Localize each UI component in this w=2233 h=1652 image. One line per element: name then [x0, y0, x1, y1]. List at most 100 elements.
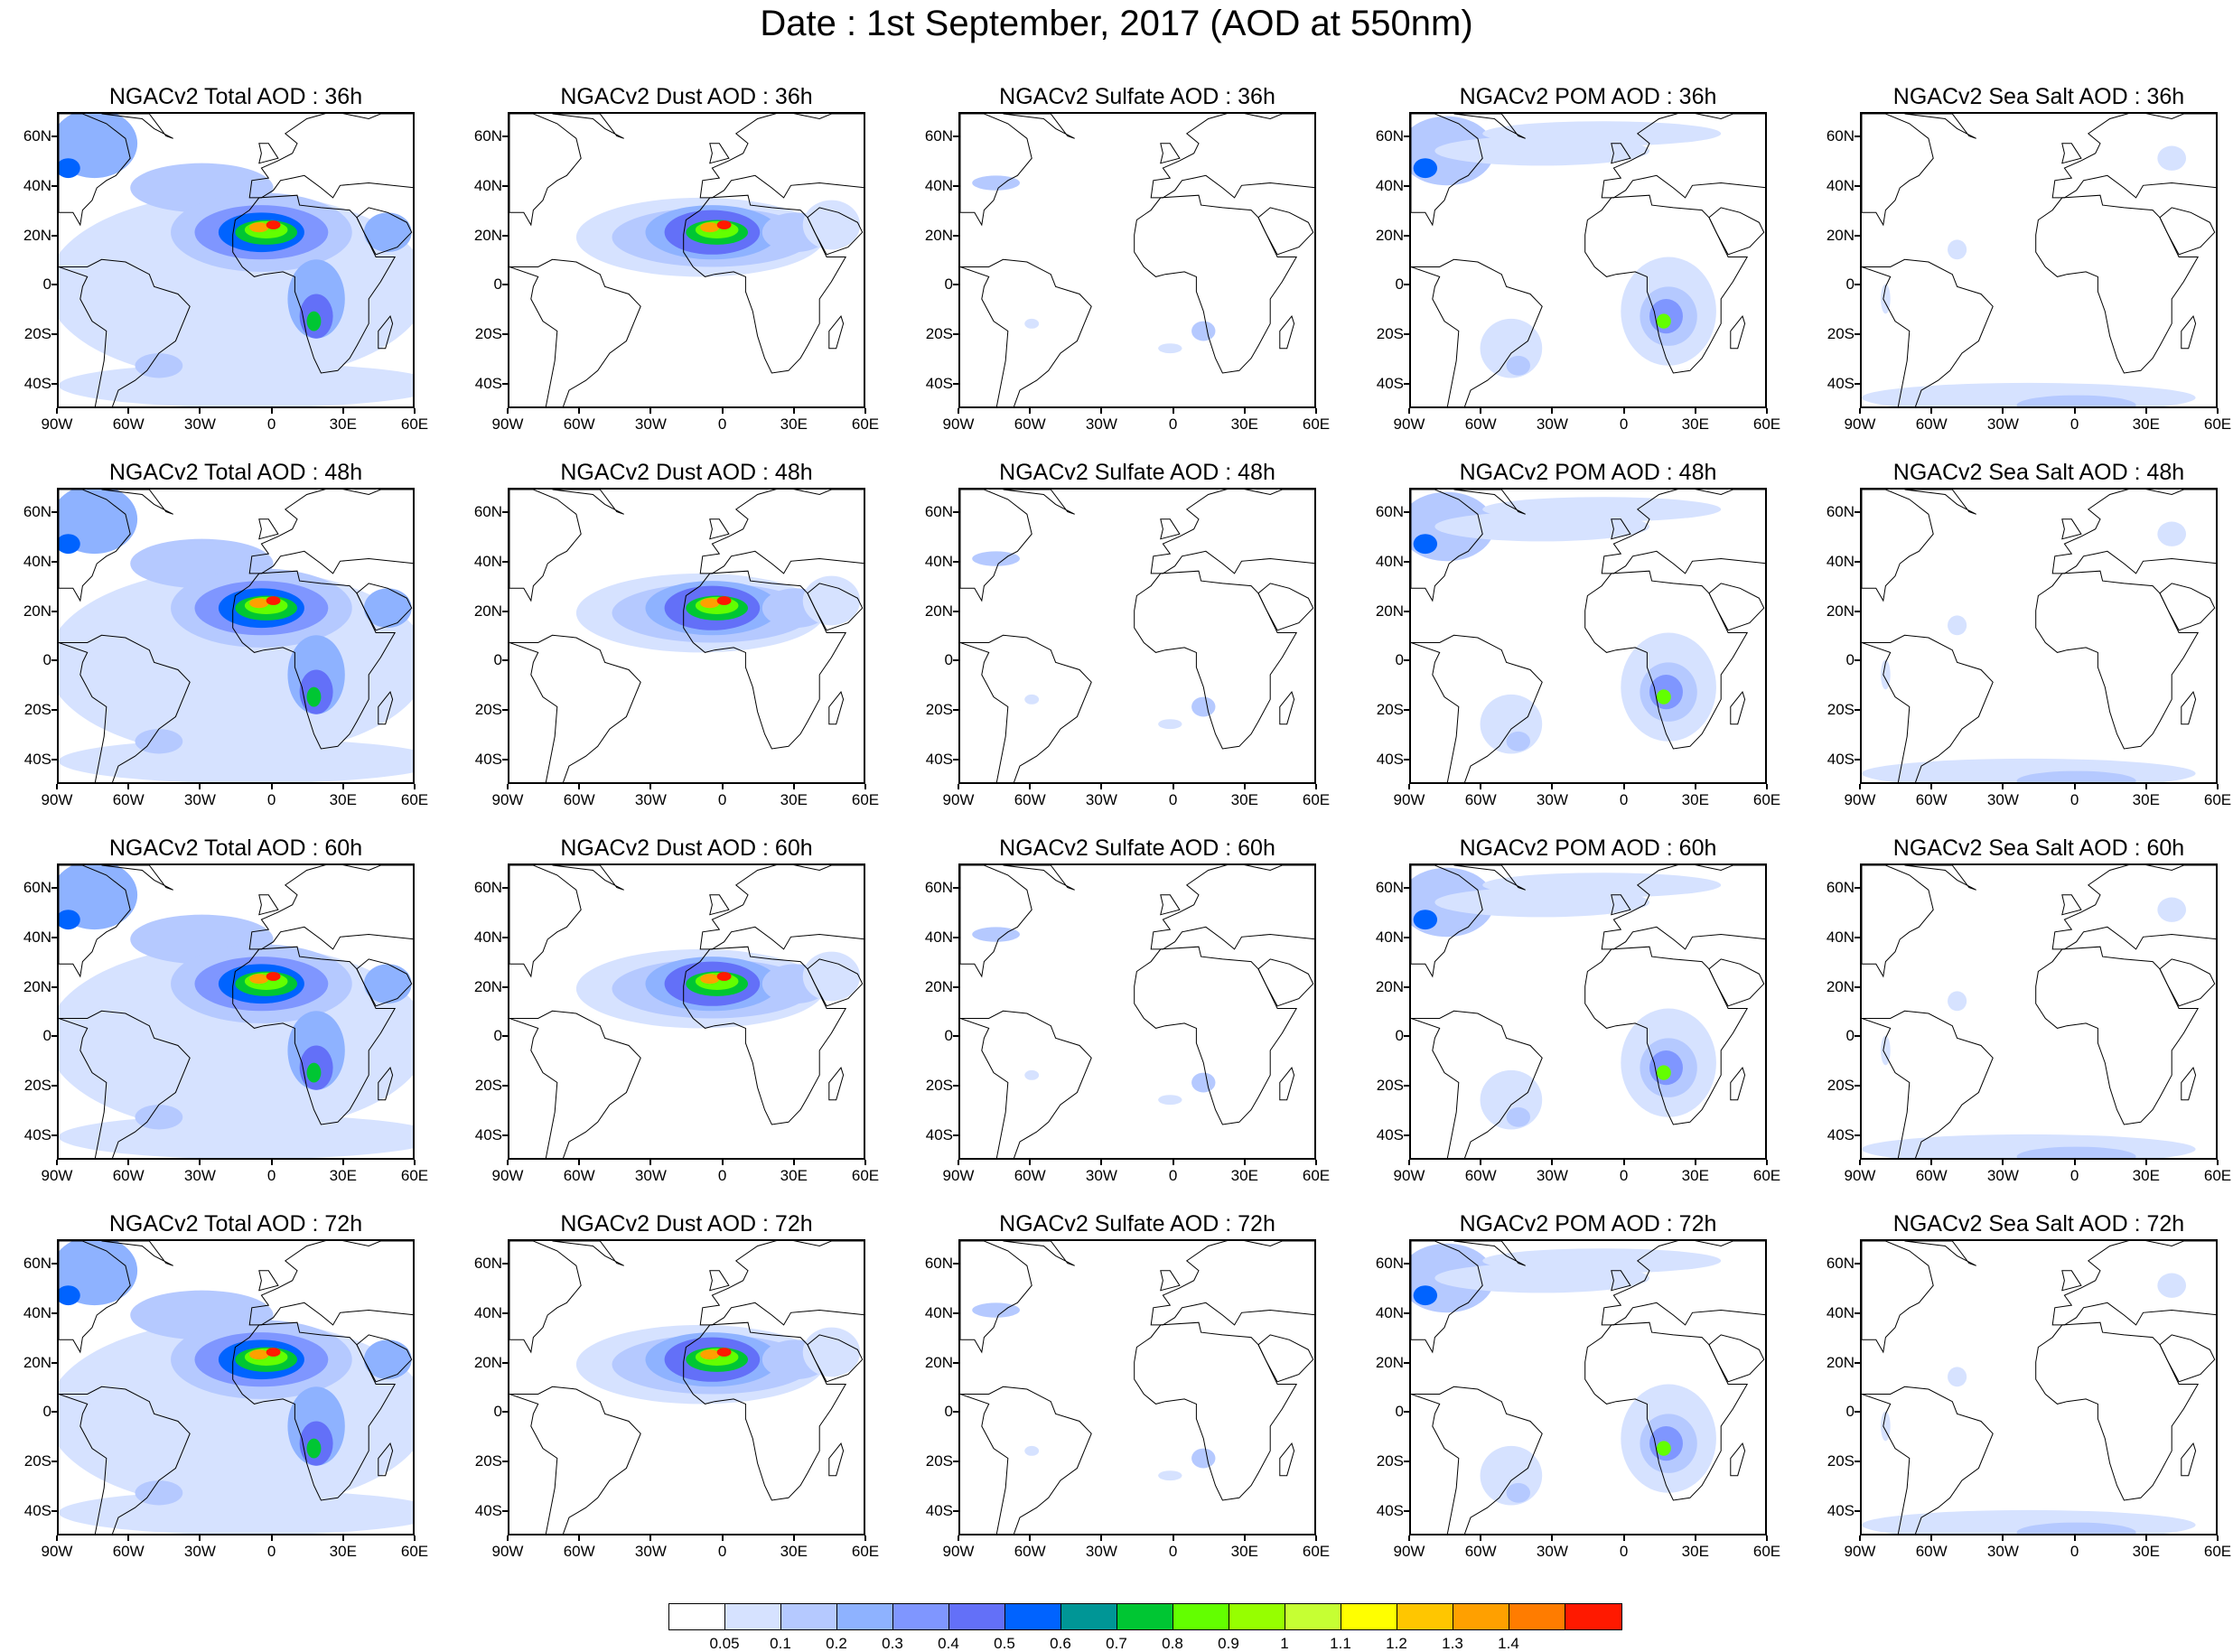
map-frame	[1409, 112, 1767, 408]
lat-label: 40N	[1826, 1304, 1855, 1321]
lon-tick	[270, 1160, 273, 1165]
lon-label: 30W	[1986, 791, 2019, 808]
lon-tick	[2002, 784, 2004, 789]
lat-tick	[1855, 610, 1860, 612]
lon-label: 30W	[183, 791, 216, 808]
lat-tick	[953, 1461, 958, 1462]
lon-tick	[1480, 1535, 1482, 1541]
lon-tick	[792, 1535, 795, 1541]
lon-label: 60E	[400, 415, 429, 433]
aod-contour	[1656, 313, 1671, 329]
aod-contour	[716, 972, 732, 981]
coastline-africa	[1584, 194, 1749, 374]
map-panel: NGACv2 POM AOD : 72h 60N 40N 20N 0 20S 40S 90W 6…	[1357, 1210, 1780, 1572]
lon-tick	[507, 784, 509, 789]
coastline-europe	[699, 490, 864, 574]
lon-tick	[414, 1160, 416, 1165]
lon-label: 60E	[1302, 791, 1331, 808]
lon-tick	[1243, 784, 1246, 789]
lat-label: 0	[493, 651, 502, 669]
lon-tick	[1551, 784, 1554, 789]
coastline-greenland	[101, 490, 173, 515]
lon-label: 0	[1168, 1543, 1178, 1560]
lon-tick	[1315, 784, 1317, 789]
aod-contour	[59, 114, 138, 179]
lon-tick	[2073, 784, 2076, 789]
map-frame	[958, 488, 1316, 784]
lon-tick	[1029, 408, 1032, 414]
lat-tick	[1855, 1509, 1860, 1512]
coastline-samerica	[1411, 258, 1543, 406]
lat-label: 40S	[1827, 374, 1855, 392]
lon-tick	[792, 784, 795, 789]
lon-tick	[1172, 784, 1174, 789]
aod-contour	[2157, 1273, 2187, 1298]
coastline-namerica	[960, 490, 1032, 602]
coastline-uk	[258, 1270, 279, 1292]
lat-tick	[1404, 511, 1409, 514]
lat-label: 0	[1845, 1027, 1855, 1045]
map-svg	[1411, 490, 1765, 782]
lat-label: 60N	[473, 127, 502, 145]
coastline-arabia	[807, 958, 864, 1007]
lon-tick	[2073, 1535, 2076, 1541]
coastline-arabia	[2159, 583, 2216, 631]
lon-tick	[1172, 1535, 1174, 1541]
coastline-uk	[258, 143, 279, 164]
lat-tick	[953, 659, 958, 662]
lon-label: 60E	[2203, 415, 2232, 433]
lon-label: 60W	[112, 1167, 145, 1184]
lon-tick	[270, 1535, 273, 1541]
coastline-madagascar	[378, 315, 394, 350]
coastline-uk	[709, 143, 730, 164]
lat-label: 60N	[924, 127, 953, 145]
lon-label: 0	[717, 791, 727, 808]
lat-label: 40N	[924, 177, 953, 194]
lat-label: 60N	[473, 879, 502, 897]
lat-tick	[502, 1035, 508, 1038]
lat-tick	[502, 887, 508, 890]
lon-label: 60W	[1014, 1167, 1046, 1184]
lat-tick	[1855, 1312, 1860, 1314]
aod-contour	[59, 1115, 413, 1158]
lat-label: 0	[493, 275, 502, 294]
map-svg	[1411, 1241, 1765, 1534]
coastline-samerica	[960, 634, 1092, 782]
lat-label: 40S	[925, 750, 953, 768]
lat-tick	[502, 659, 508, 662]
aod-contour	[1948, 991, 1967, 1012]
map-panel: NGACv2 Sulfate AOD : 36h 60N 40N 20N 0 20S 40S…	[906, 83, 1330, 444]
coastline-uk	[258, 518, 279, 540]
map-panel: NGACv2 Total AOD : 60h 60N 40N 20N 0 20S 40S 90…	[5, 835, 428, 1196]
coastline-namerica	[509, 114, 582, 227]
lon-label: 90W	[1844, 415, 1876, 433]
map-panel: NGACv2 Sulfate AOD : 72h 60N 40N 20N 0 20S 40S…	[906, 1210, 1330, 1572]
colorbar-label: 0.7	[1106, 1635, 1127, 1652]
coastline-namerica	[1411, 114, 1483, 227]
aod-contour	[1482, 121, 1722, 146]
lat-label: 40S	[1827, 1501, 1855, 1519]
lat-label: 20N	[23, 226, 51, 244]
lat-label: 20S	[925, 701, 953, 718]
aod-contour	[1948, 615, 1967, 636]
lon-tick	[1551, 1535, 1554, 1541]
coastline-greenland	[101, 114, 173, 139]
coastline-arabia	[2159, 958, 2216, 1007]
lon-tick	[721, 784, 724, 789]
aod-contour	[363, 588, 412, 629]
colorbar-swatch	[1117, 1604, 1173, 1629]
coastline-greenland	[1453, 490, 1526, 515]
lon-tick	[270, 408, 273, 414]
map-frame	[1860, 488, 2218, 784]
coastline-uk	[709, 518, 730, 540]
aod-contour	[1506, 355, 1530, 376]
lat-tick	[953, 758, 958, 761]
coastline-greenland	[1904, 1241, 1976, 1266]
coastline-madagascar	[828, 691, 845, 725]
lon-label: 0	[266, 1167, 276, 1184]
colorbar-label: 1.2	[1386, 1635, 1407, 1652]
map-frame	[508, 863, 865, 1160]
lat-tick	[1855, 511, 1860, 514]
coastline-greenland	[552, 114, 624, 139]
lat-label: 20S	[925, 325, 953, 342]
